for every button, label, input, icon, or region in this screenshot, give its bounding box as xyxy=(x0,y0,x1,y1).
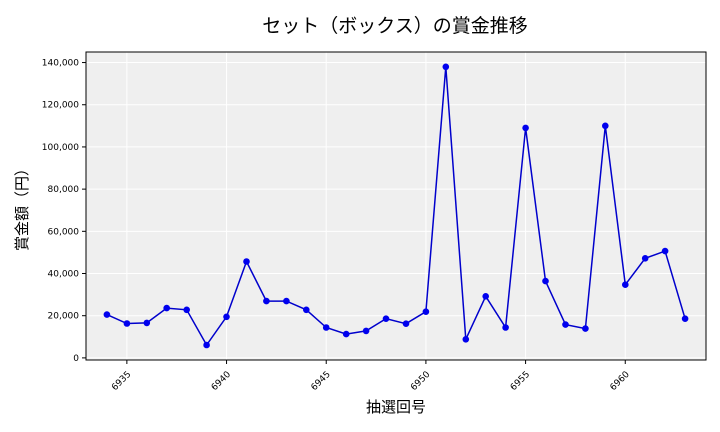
data-point xyxy=(681,315,689,323)
y-tick-labels: 0 20,000 40,000 60,000 80,000 100,000 120,000 1… xyxy=(42,59,79,364)
y-axis-label: 賞金額（円） xyxy=(13,161,31,251)
data-point xyxy=(263,297,270,305)
data-point xyxy=(422,308,430,316)
x-tick-label: 6935 xyxy=(110,370,133,393)
data-point xyxy=(442,63,450,71)
y-tick-label: 120,000 xyxy=(42,101,79,111)
data-point xyxy=(562,321,569,328)
y-tick-label: 60,000 xyxy=(48,227,80,237)
x-tick-label: 6955 xyxy=(509,370,532,393)
data-point xyxy=(203,341,210,349)
y-tick-label: 40,000 xyxy=(48,270,80,280)
data-point xyxy=(342,330,350,338)
data-points xyxy=(103,63,689,349)
y-tick-label: 0 xyxy=(73,354,79,364)
data-point xyxy=(582,325,589,332)
data-point xyxy=(123,320,131,327)
chart-title: セット（ボックス）の賞金推移 xyxy=(262,15,527,37)
data-point xyxy=(362,327,370,335)
x-tick-label: 6950 xyxy=(409,370,432,393)
x-tick-label: 6945 xyxy=(309,370,332,393)
data-point xyxy=(502,324,509,331)
data-point xyxy=(143,319,151,327)
x-tick-label: 6940 xyxy=(210,370,233,393)
y-tick-label: 100,000 xyxy=(42,143,79,153)
data-point xyxy=(462,336,470,343)
data-point xyxy=(303,306,310,314)
x-axis-label: 抽選回号 xyxy=(366,398,426,416)
grid-lines xyxy=(86,52,706,360)
y-tick-label: 80,000 xyxy=(48,185,80,195)
y-tick-label: 140,000 xyxy=(42,59,79,69)
data-point xyxy=(322,324,330,331)
plot-area xyxy=(86,52,706,360)
y-tick-label: 20,000 xyxy=(48,312,80,322)
data-point xyxy=(661,247,669,255)
data-point xyxy=(542,277,549,285)
series-line-layer xyxy=(106,66,686,347)
series-line xyxy=(106,66,686,347)
data-point xyxy=(522,124,529,132)
data-point xyxy=(482,293,490,300)
data-point xyxy=(163,304,170,312)
data-point xyxy=(183,306,190,314)
data-point xyxy=(382,315,390,323)
data-point xyxy=(641,254,649,262)
data-point xyxy=(602,122,609,130)
x-tick-label: 6960 xyxy=(609,370,632,393)
data-point xyxy=(622,281,629,289)
x-tick-labels: 6935 6940 6945 6950 6955 6960 xyxy=(110,370,632,393)
data-point xyxy=(402,320,410,328)
data-point xyxy=(243,258,250,265)
plot-frame xyxy=(85,51,707,361)
data-point xyxy=(223,313,230,321)
data-point xyxy=(283,297,290,305)
axes xyxy=(82,51,707,364)
data-point xyxy=(103,311,111,318)
